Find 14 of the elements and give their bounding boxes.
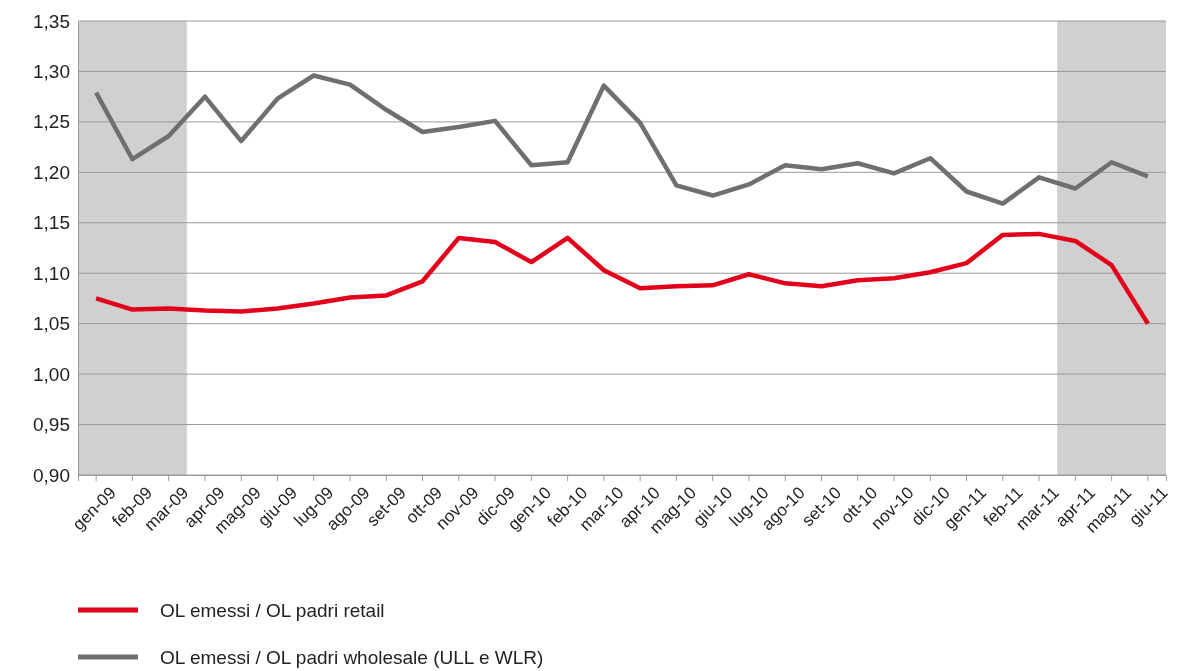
y-tick-label: 1,05: [33, 313, 70, 335]
y-tick-label: 1,30: [33, 61, 70, 83]
y-tick-label: 1,20: [33, 161, 70, 183]
y-tick-label: 0,90: [33, 464, 70, 486]
y-tick-label: 1,10: [33, 262, 70, 284]
y-tick-label: 1,35: [33, 10, 70, 32]
legend-label: OL emessi / OL padri wholesale (ULL e WLR): [160, 646, 544, 668]
y-tick-label: 1,25: [33, 111, 70, 133]
legend-label: OL emessi / OL padri retail: [160, 599, 385, 621]
line-series: [93, 231, 1151, 326]
y-tick-label: 0,95: [33, 414, 70, 436]
y-tick-label: 1,15: [33, 212, 70, 234]
y-tick-label: 1,00: [33, 363, 70, 385]
line-series: [93, 73, 1151, 206]
